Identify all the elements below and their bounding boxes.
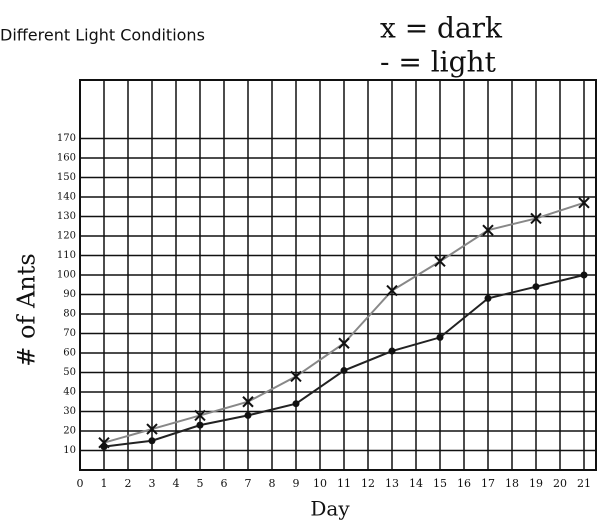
y-tick-label: 10	[63, 445, 76, 456]
x-tick-label: 17	[481, 477, 495, 490]
y-tick-label: 50	[63, 367, 76, 378]
x-tick-label: 5	[197, 477, 204, 490]
x-tick-label: 1	[101, 477, 108, 490]
x-tick-label: 13	[385, 477, 399, 490]
dot-marker	[197, 422, 204, 429]
y-tick-label: 120	[57, 231, 76, 242]
x-tick-label: 15	[433, 477, 447, 490]
y-tick-label: 90	[63, 289, 76, 300]
x-tick-label: 4	[173, 477, 180, 490]
y-axis-label: # of Ants	[13, 253, 41, 366]
x-tick-label: 9	[293, 477, 300, 490]
x-tick-label: 6	[221, 477, 228, 490]
y-tick-label: 40	[63, 387, 76, 398]
dot-marker	[341, 367, 348, 374]
x-tick-label: 10	[313, 477, 327, 490]
dot-marker	[101, 443, 108, 450]
x-tick-label: 2	[125, 477, 132, 490]
x-tick-label: 19	[529, 477, 543, 490]
y-tick-label: 160	[57, 153, 76, 164]
dot-marker	[149, 437, 156, 444]
x-tick-label: 8	[269, 477, 276, 490]
x-tick-label: 12	[361, 477, 375, 490]
y-tick-label: 60	[63, 348, 76, 359]
chart-title: Different Light Conditions	[0, 26, 205, 45]
x-tick-label: 20	[553, 477, 567, 490]
y-tick-label: 110	[57, 250, 76, 261]
y-tick-label: 130	[57, 211, 76, 222]
x-tick-label: 0	[77, 477, 84, 490]
x-tick-label: 14	[409, 477, 423, 490]
y-tick-label: 30	[63, 406, 76, 417]
x-tick-label: 3	[149, 477, 156, 490]
x-tick-label: 7	[245, 477, 252, 490]
y-tick-label: 100	[57, 270, 76, 281]
y-tick-label: 170	[57, 133, 76, 144]
y-tick-label: 70	[63, 328, 76, 339]
y-tick-label: 20	[63, 426, 76, 437]
dot-marker	[245, 412, 252, 419]
dot-marker	[293, 400, 300, 407]
x-tick-label: 16	[457, 477, 471, 490]
x-tick-label: 18	[505, 477, 519, 490]
dot-marker	[389, 348, 396, 355]
dot-marker	[437, 334, 444, 341]
x-axis-label: Day	[310, 497, 350, 520]
y-tick-label: 80	[63, 309, 76, 320]
dot-marker	[533, 283, 540, 290]
x-tick-label: 21	[577, 477, 591, 490]
y-tick-label: 140	[57, 192, 76, 203]
dot-marker	[485, 295, 492, 302]
legend-label: - = light	[380, 46, 497, 79]
chart: Different Light Conditions Day # of Ants…	[0, 0, 612, 520]
y-tick-label: 150	[57, 172, 76, 183]
x-tick-label: 11	[337, 477, 351, 490]
legend-label: x = dark	[380, 12, 503, 45]
dot-marker	[581, 272, 588, 279]
